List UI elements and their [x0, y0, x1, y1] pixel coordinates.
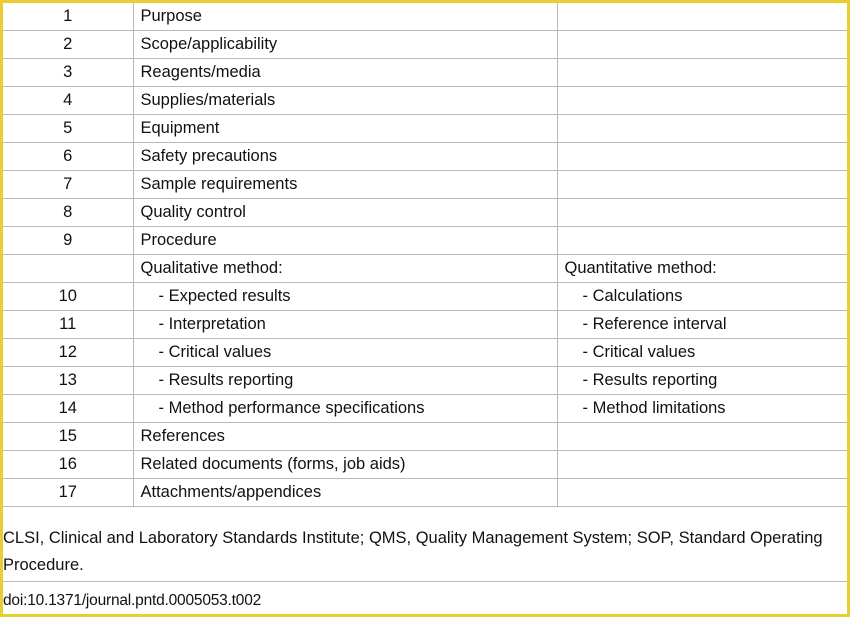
section-number-cell: 4 [3, 86, 134, 115]
table-row: 15 References [3, 422, 847, 451]
table-row: 6 Safety precautions [3, 142, 847, 171]
table-row: 1 Purpose [3, 3, 847, 31]
table-body: 1 Purpose 2 Scope/applicability 3 Reagents/me… [3, 3, 847, 507]
section-number-cell: 1 [3, 3, 134, 31]
section-title-cell: Attachments/appendices [132, 478, 558, 507]
section-number-cell: 8 [3, 198, 134, 227]
section-title-cell: Reagents/media [132, 58, 558, 87]
section-title-cell: - Expected results [132, 282, 558, 311]
section-title-cell: Scope/applicability [132, 30, 558, 59]
section-title-cell: Quality control [132, 198, 558, 227]
doi-link[interactable]: doi:10.1371/journal.pntd.0005053.t002 [3, 592, 262, 609]
quantitative-cell [556, 3, 847, 31]
section-title-cell: References [132, 422, 558, 451]
sop-contents-table: 1 Purpose 2 Scope/applicability 3 Reagents/me… [3, 3, 847, 507]
section-number-cell: 17 [3, 478, 134, 507]
section-number-cell: 2 [3, 30, 134, 59]
table-row: Qualitative method: Quantitative method: [3, 254, 847, 283]
quantitative-cell: Quantitative method: [556, 254, 847, 283]
quantitative-cell [556, 58, 847, 87]
quantitative-cell: - Results reporting [556, 366, 847, 395]
quantitative-cell [556, 198, 847, 227]
section-title-cell: Qualitative method: [132, 254, 558, 283]
section-number-cell: 10 [3, 282, 134, 311]
section-title-cell: - Method performance specifications [132, 394, 558, 423]
section-number-cell: 12 [3, 338, 134, 367]
section-title-cell: - Results reporting [132, 366, 558, 395]
table-row: 3 Reagents/media [3, 58, 847, 87]
section-number-cell: 11 [3, 310, 134, 339]
section-title-cell: - Critical values [132, 338, 558, 367]
section-number-cell: 16 [3, 450, 134, 479]
table-row: 4 Supplies/materials [3, 86, 847, 115]
table-row: 16 Related documents (forms, job aids) [3, 450, 847, 479]
section-number-cell [3, 254, 134, 283]
section-number-cell: 13 [3, 366, 134, 395]
section-title-cell: Related documents (forms, job aids) [132, 450, 558, 479]
quantitative-cell [556, 142, 847, 171]
quantitative-cell [556, 422, 847, 451]
quantitative-cell: - Method limitations [556, 394, 847, 423]
section-number-cell: 3 [3, 58, 134, 87]
section-title-cell: Equipment [132, 114, 558, 143]
section-number-cell: 7 [3, 170, 134, 199]
section-title-cell: Procedure [132, 226, 558, 255]
quantitative-cell: - Critical values [556, 338, 847, 367]
section-number-cell: 15 [3, 422, 134, 451]
quantitative-cell [556, 86, 847, 115]
quantitative-cell [556, 170, 847, 199]
section-number-cell: 14 [3, 394, 134, 423]
quantitative-cell: - Reference interval [556, 310, 847, 339]
table-footnote: CLSI, Clinical and Laboratory Standards … [3, 507, 847, 582]
table-row: 9 Procedure [3, 226, 847, 255]
table-row: 14- Method performance specifications - M… [3, 394, 847, 423]
quantitative-cell [556, 114, 847, 143]
quantitative-cell [556, 478, 847, 507]
table-row: 11- Interpretation - Reference interval [3, 310, 847, 339]
section-title-cell: Sample requirements [132, 170, 558, 199]
section-number-cell: 5 [3, 114, 134, 143]
table-row: 2 Scope/applicability [3, 30, 847, 59]
table-row: 17 Attachments/appendices [3, 478, 847, 507]
table-row: 10- Expected results - Calculations [3, 282, 847, 311]
table-row: 5 Equipment [3, 114, 847, 143]
section-title-cell: Safety precautions [132, 142, 558, 171]
section-number-cell: 9 [3, 226, 134, 255]
table-row: 8 Quality control [3, 198, 847, 227]
table-row: 13- Results reporting - Results reporting [3, 366, 847, 395]
section-title-cell: Purpose [132, 3, 558, 31]
section-title-cell: - Interpretation [132, 310, 558, 339]
quantitative-cell: - Calculations [556, 282, 847, 311]
section-number-cell: 6 [3, 142, 134, 171]
table-row: 7 Sample requirements [3, 170, 847, 199]
quantitative-cell [556, 30, 847, 59]
quantitative-cell [556, 226, 847, 255]
quantitative-cell [556, 450, 847, 479]
section-title-cell: Supplies/materials [132, 86, 558, 115]
table-row: 12- Critical values - Critical values [3, 338, 847, 367]
